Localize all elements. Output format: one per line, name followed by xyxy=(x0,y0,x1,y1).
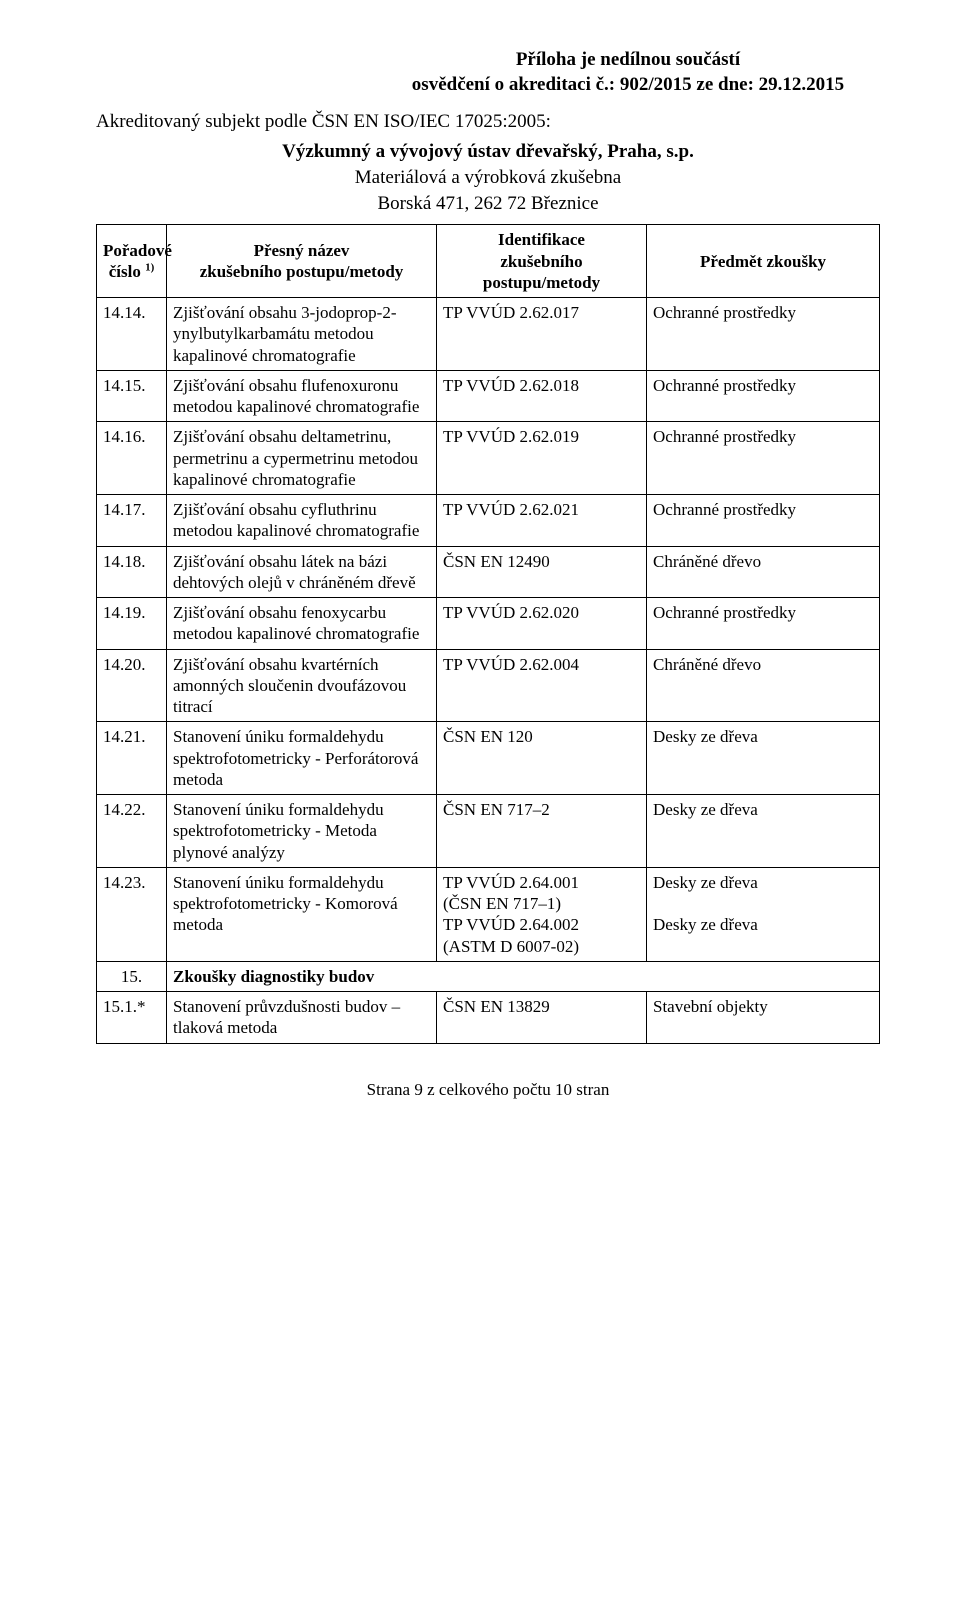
table-cell: Zjišťování obsahu látek na bázi dehtovýc… xyxy=(167,546,437,598)
table-cell: Stanovení úniku formaldehydu spektrofoto… xyxy=(167,722,437,795)
table-row: 14.14.Zjišťování obsahu 3-jodoprop-2-yny… xyxy=(97,298,880,371)
attachment-line1: Příloha je nedílnou součástí xyxy=(516,49,740,70)
table-cell: ČSN EN 12490 xyxy=(437,546,647,598)
col-id: Identifikace zkušebního postupu/metody xyxy=(437,225,647,298)
section-row: 15.Zkoušky diagnostiky budov xyxy=(97,961,880,991)
section-title: Zkoušky diagnostiky budov xyxy=(167,961,880,991)
table-cell: Zjišťování obsahu flufenoxuronu metodou … xyxy=(167,370,437,422)
table-row: 15.1.*Stanovení průvzdušnosti budov – tl… xyxy=(97,992,880,1044)
table-cell: Ochranné prostředky xyxy=(647,370,880,422)
col-subject: Předmět zkoušky xyxy=(647,225,880,298)
table-cell: Ochranné prostředky xyxy=(647,298,880,371)
org-sub1: Materiálová a výrobková zkušebna xyxy=(355,167,621,188)
table-cell: Stanovení úniku formaldehydu spektrofoto… xyxy=(167,867,437,961)
table-cell: Stanovení průvzdušnosti budov – tlaková … xyxy=(167,992,437,1044)
table-cell: ČSN EN 717–2 xyxy=(437,795,647,868)
table-cell: ČSN EN 13829 xyxy=(437,992,647,1044)
table-cell: TP VVÚD 2.62.017 xyxy=(437,298,647,371)
page-footer: Strana 9 z celkového počtu 10 stran xyxy=(96,1080,880,1100)
table-cell: TP VVÚD 2.62.020 xyxy=(437,598,647,650)
table-row: 14.20.Zjišťování obsahu kvartérních amon… xyxy=(97,649,880,722)
table-row: 14.15.Zjišťování obsahu flufenoxuronu me… xyxy=(97,370,880,422)
table-cell: Zjišťování obsahu cyfluthrinu metodou ka… xyxy=(167,495,437,547)
accredited-subject-line: Akreditovaný subjekt podle ČSN EN ISO/IE… xyxy=(96,111,880,133)
table-cell: 14.15. xyxy=(97,370,167,422)
org-sub2: Borská 471, 262 72 Březnice xyxy=(377,193,598,214)
table-header-row: Pořadové číslo 1) Přesný název zkušebníh… xyxy=(97,225,880,298)
table-row: 14.19.Zjišťování obsahu fenoxycarbu meto… xyxy=(97,598,880,650)
table-cell: Zjišťování obsahu 3-jodoprop-2-ynylbutyl… xyxy=(167,298,437,371)
table-cell: Ochranné prostředky xyxy=(647,495,880,547)
table-row: 14.17.Zjišťování obsahu cyfluthrinu meto… xyxy=(97,495,880,547)
table-cell: Desky ze dřeva Desky ze dřeva xyxy=(647,867,880,961)
table-cell: Zjišťování obsahu deltametrinu, permetri… xyxy=(167,422,437,495)
table-cell: 14.14. xyxy=(97,298,167,371)
table-cell: TP VVÚD 2.62.004 xyxy=(437,649,647,722)
table-cell: 14.21. xyxy=(97,722,167,795)
table-cell: TP VVÚD 2.62.018 xyxy=(437,370,647,422)
attachment-line2: osvědčení o akreditaci č.: 902/2015 ze d… xyxy=(412,74,844,95)
table-row: 14.23.Stanovení úniku formaldehydu spekt… xyxy=(97,867,880,961)
table-row: 14.18.Zjišťování obsahu látek na bázi de… xyxy=(97,546,880,598)
table-cell: 14.19. xyxy=(97,598,167,650)
table-cell: TP VVÚD 2.62.019 xyxy=(437,422,647,495)
table-cell: 15. xyxy=(97,961,167,991)
table-cell: Ochranné prostředky xyxy=(647,598,880,650)
table-cell: TP VVÚD 2.64.001 (ČSN EN 717–1) TP VVÚD … xyxy=(437,867,647,961)
table-row: 14.22.Stanovení úniku formaldehydu spekt… xyxy=(97,795,880,868)
table-cell: Chráněné dřevo xyxy=(647,649,880,722)
col-ordinal: Pořadové číslo 1) xyxy=(97,225,167,298)
test-methods-table: Pořadové číslo 1) Přesný název zkušebníh… xyxy=(96,224,880,1043)
table-cell: 14.22. xyxy=(97,795,167,868)
table-cell: 14.20. xyxy=(97,649,167,722)
table-cell: 15.1.* xyxy=(97,992,167,1044)
table-row: 14.16.Zjišťování obsahu deltametrinu, pe… xyxy=(97,422,880,495)
table-cell: Zjišťování obsahu kvartérních amonných s… xyxy=(167,649,437,722)
header-attachment: Příloha je nedílnou součástí osvědčení o… xyxy=(376,48,880,97)
table-cell: Stanovení úniku formaldehydu spektrofoto… xyxy=(167,795,437,868)
org-name: Výzkumný a vývojový ústav dřevařský, Pra… xyxy=(282,141,694,162)
table-cell: 14.17. xyxy=(97,495,167,547)
table-cell: 14.23. xyxy=(97,867,167,961)
table-cell: Desky ze dřeva xyxy=(647,722,880,795)
table-cell: Desky ze dřeva xyxy=(647,795,880,868)
table-cell: ČSN EN 120 xyxy=(437,722,647,795)
table-cell: 14.18. xyxy=(97,546,167,598)
table-cell: Ochranné prostředky xyxy=(647,422,880,495)
table-cell: TP VVÚD 2.62.021 xyxy=(437,495,647,547)
col-name: Přesný název zkušebního postupu/metody xyxy=(167,225,437,298)
org-block: Výzkumný a vývojový ústav dřevařský, Pra… xyxy=(96,139,880,216)
table-cell: Stavební objekty xyxy=(647,992,880,1044)
table-row: 14.21.Stanovení úniku formaldehydu spekt… xyxy=(97,722,880,795)
table-cell: Zjišťování obsahu fenoxycarbu metodou ka… xyxy=(167,598,437,650)
table-cell: 14.16. xyxy=(97,422,167,495)
table-cell: Chráněné dřevo xyxy=(647,546,880,598)
